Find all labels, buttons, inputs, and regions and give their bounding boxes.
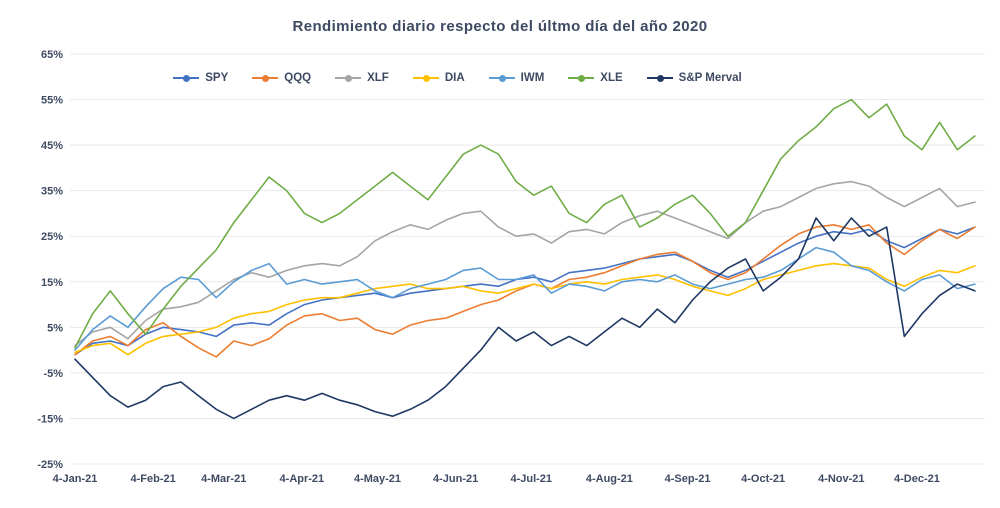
x-tick-label: 4-Mar-21 [201,473,246,485]
x-tick-label: 4-Aug-21 [586,473,633,485]
series-line-iwm [74,246,976,351]
x-tick-label: 4-Jun-21 [433,473,478,485]
x-tick-label: 4-Nov-21 [818,473,864,485]
y-tick-label: 65% [41,49,63,61]
series-line-s-p-merval [74,217,976,420]
y-tick-label: -25% [37,459,63,471]
series-line-qqq [74,224,976,358]
series-line-spy [74,226,976,356]
x-tick-label: 4-Jan-21 [53,473,98,485]
y-tick-label: -5% [43,368,63,380]
y-tick-label: -15% [37,413,63,425]
series-line-xle [74,98,976,349]
y-tick-label: 35% [41,186,63,198]
x-tick-label: 4-Feb-21 [131,473,176,485]
x-tick-label: 4-Dec-21 [894,473,940,485]
line-chart: 65% 55% 45% 35% 25% 15% 5% -5% -15% -25% 4-Jan-21 4… [37,49,985,485]
y-tick-label: 25% [41,231,63,243]
x-tick-label: 4-Jul-21 [510,473,552,485]
series-line-xlf [74,180,976,347]
y-tick-label: 15% [41,277,63,289]
y-tick-label: 55% [41,95,63,107]
x-tick-label: 4-Sep-21 [665,473,711,485]
y-tick-label: 45% [41,140,63,152]
series-line-dia [74,262,976,356]
x-tick-label: 4-May-21 [354,473,401,485]
y-tick-label: 5% [47,322,63,334]
x-tick-label: 4-Apr-21 [280,473,325,485]
x-tick-label: 4-Oct-21 [741,473,785,485]
chart-title: Rendimiento diario respecto del últmo dí… [292,18,708,35]
